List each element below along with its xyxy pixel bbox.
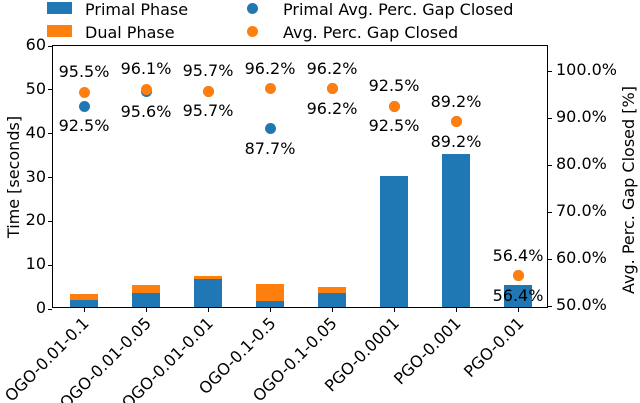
- primal-gap-annotation: 92.5%: [58, 116, 110, 136]
- primal-phase-bar: [318, 292, 346, 307]
- x-tick-mark: [145, 308, 147, 312]
- avg-gap-dot: [264, 83, 276, 95]
- x-tick-mark: [83, 308, 85, 312]
- primal-phase-bar: [70, 300, 98, 307]
- avg-gap-dot: [326, 83, 338, 95]
- avg-gap-dot: [202, 85, 214, 97]
- dual-phase-bar: [256, 284, 284, 301]
- legend-swatch-primal-phase-icon: [47, 2, 72, 14]
- avg-gap-annotation: 96.1%: [120, 59, 172, 79]
- left-tick-label: 20: [25, 210, 46, 230]
- right-tick-mark: [548, 305, 552, 307]
- avg-gap-annotation: 92.5%: [368, 76, 420, 96]
- left-tick-mark: [48, 264, 52, 266]
- right-tick-label: 90.0%: [556, 107, 607, 126]
- avg-gap-dot: [140, 83, 152, 95]
- avg-gap-annotation: 96.2%: [306, 58, 358, 78]
- right-tick-mark: [548, 258, 552, 260]
- plot-area: 95.5% 92.5% 96.1% 95.6% 95.7% 95.7% 96.2% 87.7%…: [48, 45, 552, 312]
- avg-gap-annotation: 95.7%: [182, 61, 234, 81]
- legend-dot-primal-gap-icon: [247, 3, 258, 14]
- primal-gap-dot: [264, 123, 276, 135]
- primal-gap-dot: [78, 100, 90, 112]
- x-tick-mark: [393, 308, 395, 312]
- right-tick-mark: [548, 211, 552, 213]
- primal-phase-bar: [380, 175, 408, 307]
- right-tick-label: 70.0%: [556, 201, 607, 220]
- primal-gap-annotation: 89.2%: [430, 131, 482, 151]
- avg-gap-annotation: 56.4%: [492, 245, 544, 265]
- right-tick-label: 60.0%: [556, 248, 607, 267]
- left-tick-label: 60: [25, 35, 46, 54]
- primal-phase-bar: [504, 285, 532, 307]
- x-tick-mark: [517, 308, 519, 312]
- avg-gap-dot: [512, 270, 524, 282]
- legend-label-primal-phase: Primal Phase: [85, 0, 189, 19]
- primal-gap-annotation: 95.7%: [182, 101, 234, 121]
- x-tick-mark: [269, 308, 271, 312]
- left-tick-mark: [48, 89, 52, 91]
- right-tick-mark: [548, 164, 552, 166]
- primal-gap-annotation: 96.2%: [306, 98, 358, 118]
- legend-label-primal-gap: Primal Avg. Perc. Gap Closed: [283, 0, 514, 19]
- right-tick-label: 80.0%: [556, 154, 607, 173]
- legend-dot-avg-gap-icon: [247, 26, 258, 37]
- left-tick-label: 30: [25, 166, 46, 186]
- right-axis-title: Avg. Perc. Gap Closed [%]: [619, 86, 638, 294]
- primal-phase-bar: [442, 153, 470, 307]
- primal-phase-bar: [256, 300, 284, 307]
- x-tick-label: PGO-0.01: [459, 313, 528, 382]
- primal-phase-bar: [132, 292, 160, 307]
- dual-phase-bar: [132, 285, 160, 293]
- dual-phase-bar: [70, 293, 98, 301]
- primal-gap-annotation: 95.6%: [120, 101, 172, 121]
- avg-gap-dot: [450, 116, 462, 128]
- left-tick-mark: [48, 133, 52, 135]
- right-tick-mark: [548, 117, 552, 119]
- left-tick-label: 10: [25, 254, 46, 274]
- left-tick-mark: [48, 177, 52, 178]
- left-tick-mark: [48, 308, 52, 310]
- primal-gap-annotation: 56.4%: [492, 285, 544, 305]
- avg-gap-annotation: 96.2%: [244, 58, 296, 78]
- right-tick-label: 100.0%: [556, 60, 618, 79]
- legend-label-avg-gap: Avg. Perc. Gap Closed: [283, 23, 459, 42]
- primal-phase-bar: [194, 279, 222, 307]
- avg-gap-dot: [78, 86, 90, 98]
- left-tick-label: 50: [25, 78, 46, 98]
- avg-gap-dot: [388, 100, 400, 112]
- right-tick-label: 50.0%: [556, 295, 607, 314]
- dual-phase-bar: [194, 276, 222, 280]
- dual-phase-bar: [318, 287, 346, 293]
- legend-label-dual-phase: Dual Phase: [85, 23, 175, 42]
- left-tick-label: 40: [25, 122, 46, 142]
- right-tick-mark: [548, 70, 552, 72]
- avg-gap-annotation: 89.2%: [430, 91, 482, 111]
- left-tick-mark: [48, 220, 52, 222]
- legend-swatch-dual-phase-icon: [47, 25, 72, 37]
- avg-gap-annotation: 95.5%: [58, 62, 110, 82]
- primal-gap-annotation: 87.7%: [244, 138, 296, 158]
- primal-gap-annotation: 92.5%: [368, 116, 420, 136]
- x-tick-mark: [331, 308, 333, 312]
- left-tick-label: 0: [35, 298, 46, 317]
- left-tick-mark: [48, 45, 52, 47]
- x-tick-mark: [455, 308, 457, 312]
- x-tick-mark: [207, 308, 209, 312]
